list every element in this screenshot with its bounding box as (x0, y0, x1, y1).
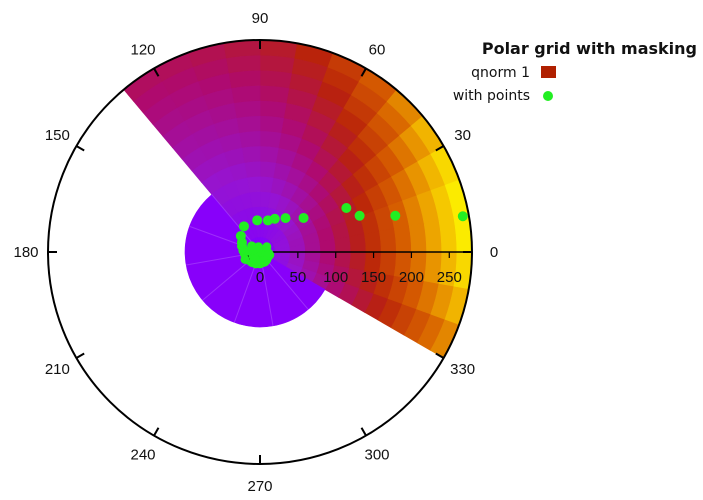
heatmap-cell (319, 251, 337, 266)
data-point (298, 212, 309, 223)
data-point (249, 245, 259, 255)
legend-label-points: with points (453, 88, 530, 104)
heatmap-cell (259, 130, 282, 148)
legend-swatch-qnorm (541, 66, 556, 78)
points-layer (235, 203, 468, 269)
heatmap-cell (349, 233, 367, 253)
angle-tick-label: 270 (247, 478, 272, 495)
heatmap-cell (259, 115, 285, 134)
angle-tick-label: 300 (364, 447, 389, 464)
chart-title: Polar grid with masking (482, 39, 697, 58)
angle-tick (435, 352, 445, 359)
legend-label-qnorm: qnorm 1 (471, 65, 530, 81)
heatmap-cell (238, 130, 261, 148)
heatmap-cell (378, 227, 397, 253)
heatmap-layer (123, 39, 473, 359)
data-point (238, 221, 249, 232)
heatmap-cell (423, 220, 443, 253)
radial-tick-label: 250 (437, 269, 462, 286)
data-point (457, 211, 468, 222)
data-point (280, 213, 291, 224)
radial-tick-label: 50 (290, 269, 307, 286)
heatmap-cell (393, 225, 412, 253)
radial-tick-label: 200 (399, 269, 424, 286)
radial-tick-label: 100 (323, 269, 348, 286)
angle-tick-label: 120 (130, 41, 155, 58)
angle-tick-label: 150 (45, 127, 70, 144)
heatmap-cell (235, 115, 261, 134)
data-point (262, 242, 272, 252)
heatmap-cell (259, 54, 295, 74)
heatmap-cell (225, 54, 261, 74)
heatmap-cell (408, 222, 427, 253)
heatmap-cell (334, 251, 352, 269)
data-point (263, 250, 273, 260)
data-point (262, 215, 273, 226)
heatmap-cell (259, 85, 290, 104)
heatmap-cell (259, 100, 287, 119)
heatmap-cell (233, 100, 261, 119)
angle-tick (75, 145, 85, 152)
heatmap-cell (259, 175, 274, 193)
radial-tick-label: 0 (256, 269, 264, 286)
angle-tick-label: 330 (450, 361, 475, 378)
data-point (354, 210, 365, 221)
angle-tick-label: 90 (252, 10, 269, 27)
data-point (240, 254, 250, 264)
angle-tick-label: 180 (13, 244, 38, 261)
data-point (390, 210, 401, 221)
angle-labels: 0 30 60 90 120 150 180 210 240 270 300 330 (13, 10, 498, 495)
angle-tick-label: 30 (454, 127, 471, 144)
angle-tick (153, 67, 160, 77)
angle-tick-label: 240 (130, 447, 155, 464)
radial-labels: 0 50 100 150 200 250 (256, 269, 462, 286)
legend: Polar grid with masking qnorm 1 with poi… (453, 39, 697, 104)
heatmap-cell (230, 85, 261, 104)
angle-tick (360, 427, 367, 437)
heatmap-cell (438, 217, 458, 253)
radial-tick-label: 150 (361, 269, 386, 286)
data-point (252, 215, 263, 226)
heatmap-cell (364, 230, 382, 253)
angle-tick (360, 67, 367, 77)
angle-tick (153, 427, 160, 437)
heatmap-cell (228, 69, 261, 89)
polar-frame (47, 39, 473, 465)
angle-tick (75, 352, 85, 359)
data-point (341, 203, 352, 214)
angle-tick-label: 210 (45, 361, 70, 378)
angle-tick-label: 0 (490, 244, 498, 261)
angle-tick (435, 145, 445, 152)
heatmap-cell (259, 145, 279, 163)
heatmap-cell (259, 160, 277, 178)
angle-tick-label: 60 (369, 41, 386, 58)
heatmap-cell (241, 145, 261, 163)
legend-marker-points (543, 91, 553, 101)
data-point (242, 246, 252, 256)
heatmap-cell (259, 69, 292, 89)
heatmap-cell (349, 251, 367, 271)
